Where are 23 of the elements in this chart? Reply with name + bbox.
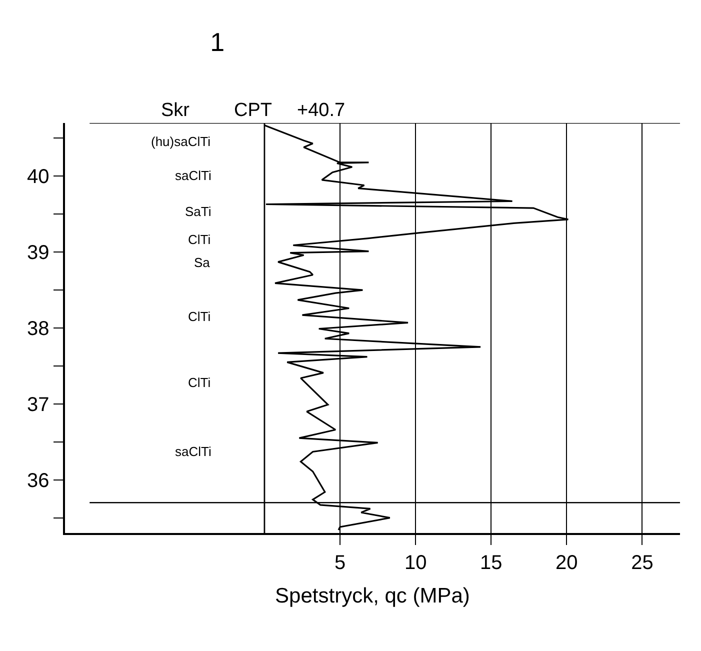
annotation: ClTi bbox=[188, 309, 211, 324]
x-tick-label: 15 bbox=[480, 552, 502, 574]
annotation: SaTi bbox=[185, 204, 212, 219]
x-axis-title: Spetstryck, qc (MPa) bbox=[275, 584, 470, 608]
y-tick-label: 38 bbox=[27, 318, 50, 340]
annotation: Sa bbox=[194, 255, 211, 270]
x-tick-label: 10 bbox=[404, 552, 427, 574]
annotation: (hu)saClTi bbox=[151, 134, 211, 149]
text: Skr bbox=[161, 100, 190, 121]
x-tick-label: 25 bbox=[631, 552, 654, 574]
y-tick-label: 39 bbox=[27, 242, 50, 264]
annotation: saClTi bbox=[175, 444, 212, 459]
x-tick-label: 20 bbox=[556, 552, 578, 574]
y-tick-label: 36 bbox=[27, 470, 50, 492]
annotation: ClTi bbox=[188, 232, 211, 247]
y-tick-label: 40 bbox=[27, 166, 50, 188]
chart-title: 1 bbox=[210, 26, 225, 57]
annotation: saClTi bbox=[175, 168, 212, 183]
ref-line-label: +40.7 bbox=[297, 100, 346, 121]
text: CPT bbox=[234, 100, 272, 121]
y-tick-label: 37 bbox=[27, 394, 50, 416]
x-tick-label: 5 bbox=[334, 552, 346, 574]
annotation: ClTi bbox=[188, 375, 211, 390]
